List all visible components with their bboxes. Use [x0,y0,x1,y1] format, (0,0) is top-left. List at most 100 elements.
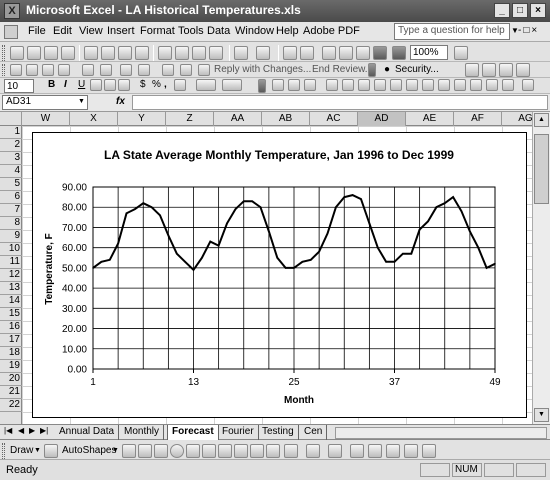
select-objects-icon[interactable] [44,444,58,458]
column-header[interactable]: AE [406,112,454,126]
sheet-tab-testing[interactable]: Testing [258,425,299,440]
sheet-tab-cen[interactable]: Cen [300,425,328,440]
row-header[interactable]: 1 [0,126,22,139]
row-header[interactable]: 7 [0,204,22,217]
row-header[interactable]: 8 [0,217,22,230]
image-control-icon[interactable] [454,79,466,91]
first-sheet-icon[interactable]: |◀ [4,426,13,435]
align-center-icon[interactable] [104,79,116,91]
scroll-thumb[interactable] [534,134,549,204]
autosum-icon[interactable] [300,46,314,60]
forms-icon-2[interactable] [288,79,300,91]
next-sheet-icon[interactable]: ▶ [29,426,36,435]
design-mode-icon[interactable] [482,63,496,77]
autoshapes-menu-button[interactable]: AutoShapes [62,445,117,456]
paste-icon[interactable] [192,46,206,60]
row-header[interactable]: 9 [0,230,22,243]
drawing-toggle-icon[interactable] [392,46,406,60]
sheet-tab-annual-data[interactable]: Annual Data [55,425,120,440]
column-header[interactable]: AA [214,112,262,126]
workbook-window-controls[interactable]: -□× [518,25,540,36]
security-button[interactable]: Security... [395,64,439,75]
row-header[interactable]: 18 [0,347,22,360]
diagram-icon[interactable] [218,444,232,458]
column-header[interactable]: AB [262,112,310,126]
column-header[interactable]: Z [166,112,214,126]
row-header[interactable]: 12 [0,269,22,282]
print-preview-icon[interactable] [101,46,115,60]
horizontal-scrollbar[interactable] [335,427,547,439]
option-button-icon[interactable] [374,79,386,91]
row-header[interactable]: 15 [0,308,22,321]
row-header[interactable]: 5 [0,178,22,191]
name-box[interactable]: AD31 [2,95,88,110]
scrollbar-control-icon[interactable] [422,79,434,91]
increase-decimal-icon[interactable] [174,79,186,91]
vertical-scrollbar[interactable]: ▲ ▼ [532,112,550,424]
review-icon-10[interactable] [198,64,210,76]
textbox-icon[interactable] [186,444,200,458]
row-header[interactable]: 17 [0,334,22,347]
format-painter-icon[interactable] [209,46,223,60]
review-icon-3[interactable] [42,64,54,76]
column-header-selected[interactable]: AD [358,112,406,126]
review-icon-5[interactable] [100,64,112,76]
cut-icon[interactable] [158,46,172,60]
scroll-down-icon[interactable]: ▼ [534,408,549,422]
shadow-style-icon[interactable] [404,444,418,458]
align-left-icon[interactable] [90,79,102,91]
open-icon[interactable] [27,46,41,60]
row-header[interactable]: 2 [0,139,22,152]
sheet-tab-monthly[interactable]: Monthly [120,425,165,440]
row-header[interactable]: 13 [0,282,22,295]
review-icon-6[interactable] [120,64,132,76]
review-icon-4[interactable] [58,64,70,76]
embedded-chart[interactable]: LA State Average Monthly Temperature, Ja… [32,132,527,418]
properties-icon[interactable] [486,79,498,91]
wordart-icon[interactable] [202,444,216,458]
line-style-icon[interactable] [350,444,364,458]
new-icon[interactable] [10,46,24,60]
menu-adobe-pdf[interactable]: Adobe PDF [303,25,360,37]
last-sheet-icon[interactable]: ▶| [40,426,49,435]
help-dropdown-icon[interactable]: ▼ [511,26,519,35]
minimize-icon[interactable]: _ [494,3,510,18]
column-header[interactable]: AF [454,112,502,126]
borders-icon[interactable] [196,79,216,91]
workbook-icon[interactable] [4,25,18,39]
toolbar-grip[interactable] [2,443,5,459]
undo-icon[interactable] [234,46,248,60]
check-icon[interactable] [499,63,513,77]
menu-file[interactable]: File [28,25,46,37]
copy-icon[interactable] [175,46,189,60]
more-controls-icon[interactable] [522,79,534,91]
oval-icon[interactable] [170,444,184,458]
forms-icon-1[interactable] [272,79,284,91]
name-box-dropdown-icon[interactable]: ▼ [78,98,85,105]
toolbar-options-icon[interactable] [368,63,376,77]
autoshapes-dropdown-icon[interactable]: ▼ [112,447,119,454]
sheet-tab-forecast[interactable]: Forecast [167,425,219,440]
scroll-up-icon[interactable]: ▲ [534,113,549,127]
font-size-select[interactable]: 10 [4,79,34,93]
toolbar-grip[interactable] [2,45,5,61]
spinner-control-icon[interactable] [438,79,450,91]
redo-icon[interactable] [256,46,270,60]
sheet-tab-fourier[interactable]: Fourier [218,425,259,440]
combobox-control-icon[interactable] [406,79,418,91]
formula-input[interactable] [132,95,548,110]
row-header[interactable]: 22 [0,399,22,412]
review-icon-9[interactable] [180,64,192,76]
dash-style-icon[interactable] [368,444,382,458]
save-icon[interactable] [44,46,58,60]
zoom-select[interactable]: 100% [410,45,448,60]
percent-button[interactable]: % [152,79,161,90]
fill-color-icon[interactable] [284,444,298,458]
chart-wizard-icon[interactable] [356,46,370,60]
hyperlink-icon[interactable] [283,46,297,60]
menu-format[interactable]: Format [140,25,175,37]
review-icon-2[interactable] [26,64,38,76]
column-header[interactable]: Y [118,112,166,126]
line-icon[interactable] [122,444,136,458]
help-icon[interactable] [454,46,468,60]
